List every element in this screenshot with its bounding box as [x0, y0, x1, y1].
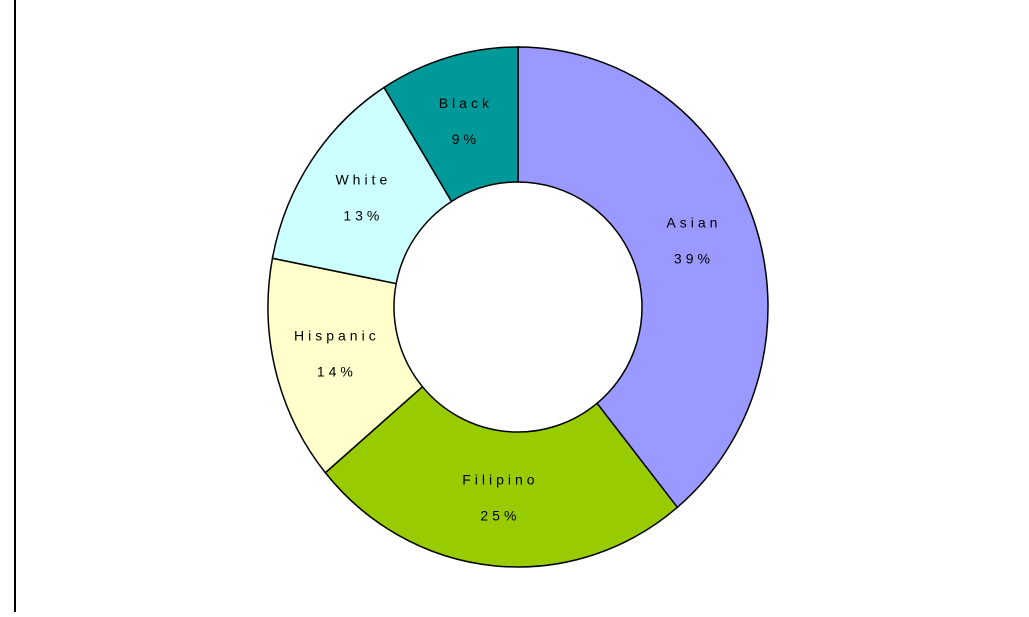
slice-value-label: 13%	[343, 208, 383, 224]
slice-label: Asian	[666, 214, 721, 230]
donut-slice	[383, 46, 519, 203]
slice-label: Filipino	[462, 471, 538, 487]
slice-value-label: 9%	[452, 131, 480, 147]
slice-value-label: 39%	[674, 250, 714, 266]
slice-label: White	[335, 172, 391, 188]
donut-slice	[517, 46, 769, 509]
donut-slice	[324, 385, 679, 568]
slice-label: Black	[439, 95, 493, 111]
slice-value-label: 25%	[480, 507, 520, 523]
slice-value-label: 14%	[317, 364, 357, 380]
donut-slice	[271, 86, 453, 285]
donut-slice	[267, 257, 424, 474]
slice-label: Hispanic	[294, 328, 380, 344]
